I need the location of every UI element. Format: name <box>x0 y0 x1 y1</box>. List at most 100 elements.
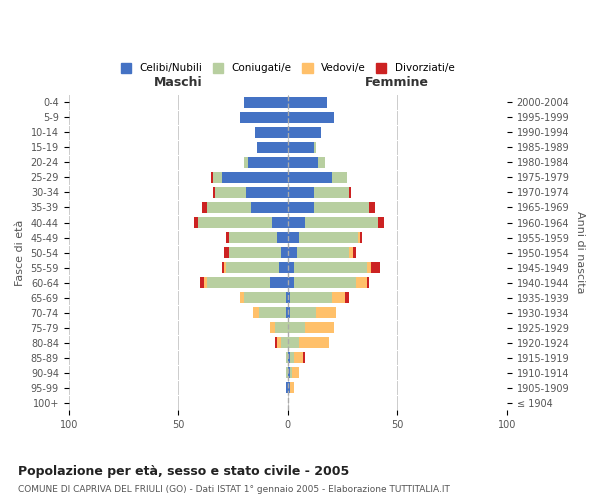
Bar <box>345 292 349 304</box>
Bar <box>255 127 288 138</box>
Bar <box>288 202 314 213</box>
Bar <box>288 322 305 334</box>
Bar <box>288 127 320 138</box>
Bar <box>353 247 356 258</box>
Bar <box>299 337 329 348</box>
Bar <box>296 247 349 258</box>
Bar <box>248 157 288 168</box>
Bar <box>288 232 299 243</box>
Bar <box>288 96 327 108</box>
Bar <box>222 262 224 273</box>
Text: COMUNE DI CAPRIVA DEL FRIULI (GO) - Dati ISTAT 1° gennaio 2005 - Elaborazione TU: COMUNE DI CAPRIVA DEL FRIULI (GO) - Dati… <box>18 485 450 494</box>
Bar <box>281 337 288 348</box>
Bar <box>288 277 295 288</box>
Bar <box>202 202 206 213</box>
Bar <box>213 172 222 183</box>
Bar <box>288 187 314 198</box>
Bar <box>229 232 277 243</box>
Bar <box>314 202 369 213</box>
Bar <box>332 292 345 304</box>
Bar <box>244 157 248 168</box>
Bar <box>358 232 360 243</box>
Bar <box>367 262 371 273</box>
Bar <box>286 292 288 304</box>
Bar <box>303 352 305 364</box>
Bar <box>198 217 272 228</box>
Bar <box>288 292 290 304</box>
Text: Femmine: Femmine <box>365 76 429 89</box>
Bar <box>194 217 198 228</box>
Bar <box>286 352 288 364</box>
Bar <box>211 172 213 183</box>
Bar <box>299 232 358 243</box>
Bar <box>349 187 351 198</box>
Bar <box>377 217 384 228</box>
Bar <box>360 232 362 243</box>
Bar <box>286 367 288 378</box>
Bar <box>295 352 303 364</box>
Bar <box>205 277 206 288</box>
Bar <box>290 382 295 394</box>
Bar <box>239 292 244 304</box>
Bar <box>275 337 277 348</box>
Bar <box>316 307 336 318</box>
Bar <box>288 262 295 273</box>
Y-axis label: Anni di nascita: Anni di nascita <box>575 212 585 294</box>
Bar <box>295 277 356 288</box>
Bar <box>288 142 314 153</box>
Text: Popolazione per età, sesso e stato civile - 2005: Popolazione per età, sesso e stato civil… <box>18 465 349 478</box>
Bar <box>206 202 251 213</box>
Bar <box>288 247 296 258</box>
Bar <box>244 292 286 304</box>
Bar <box>246 187 288 198</box>
Bar <box>314 187 349 198</box>
Bar <box>288 157 319 168</box>
Bar <box>224 262 226 273</box>
Bar <box>356 277 367 288</box>
Y-axis label: Fasce di età: Fasce di età <box>15 220 25 286</box>
Bar <box>272 217 288 228</box>
Bar <box>239 112 288 123</box>
Legend: Celibi/Nubili, Coniugati/e, Vedovi/e, Divorziati/e: Celibi/Nubili, Coniugati/e, Vedovi/e, Di… <box>117 59 459 78</box>
Bar <box>213 187 215 198</box>
Bar <box>319 157 325 168</box>
Bar <box>277 232 288 243</box>
Bar <box>253 307 259 318</box>
Bar <box>259 307 286 318</box>
Bar <box>288 382 290 394</box>
Bar <box>222 172 288 183</box>
Bar <box>257 142 288 153</box>
Bar <box>281 247 288 258</box>
Bar <box>314 142 316 153</box>
Bar <box>229 247 281 258</box>
Bar <box>224 247 229 258</box>
Bar <box>226 232 229 243</box>
Bar <box>277 337 281 348</box>
Bar <box>369 202 376 213</box>
Bar <box>288 307 290 318</box>
Bar <box>290 352 295 364</box>
Bar <box>288 337 299 348</box>
Bar <box>292 367 299 378</box>
Bar <box>275 322 288 334</box>
Bar <box>288 352 290 364</box>
Bar <box>290 307 316 318</box>
Bar <box>290 292 332 304</box>
Bar <box>286 382 288 394</box>
Bar <box>305 217 377 228</box>
Bar <box>286 307 288 318</box>
Bar <box>288 367 290 378</box>
Bar <box>349 247 353 258</box>
Bar <box>288 112 334 123</box>
Bar <box>279 262 288 273</box>
Bar <box>200 277 205 288</box>
Bar <box>371 262 380 273</box>
Bar <box>244 96 288 108</box>
Bar <box>295 262 367 273</box>
Bar <box>290 367 292 378</box>
Bar <box>305 322 334 334</box>
Bar <box>270 277 288 288</box>
Bar <box>332 172 347 183</box>
Bar <box>206 277 270 288</box>
Bar <box>270 322 275 334</box>
